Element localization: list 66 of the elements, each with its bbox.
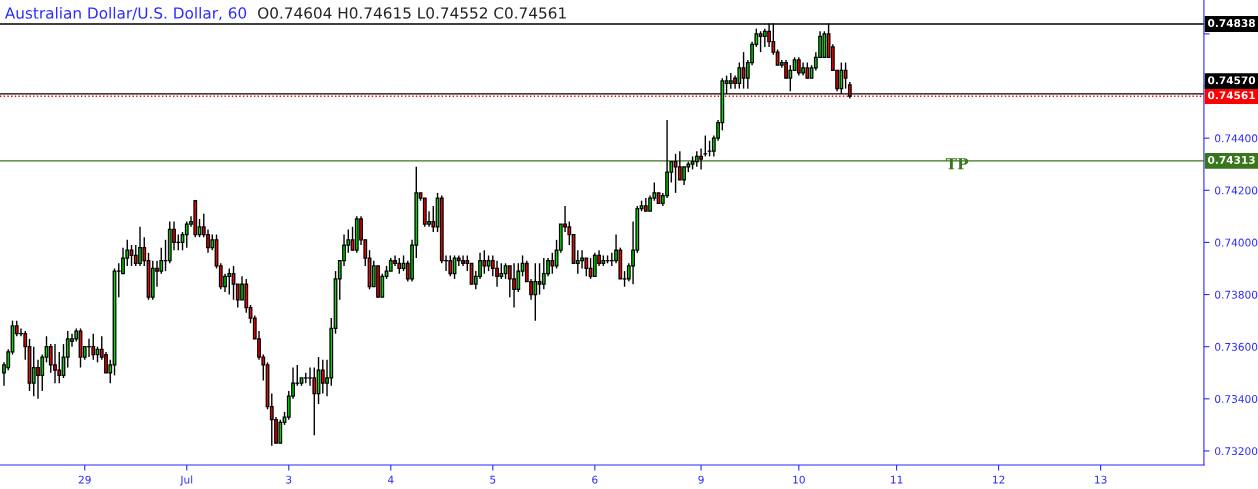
candlestick [682,166,686,186]
y-tick-label: 0.74000 [1215,238,1258,247]
ref-line-label: 0.74313 [1208,155,1255,164]
candlestick [312,366,317,437]
x-tick-label: 3 [286,475,292,484]
x-tick-label: 12 [993,475,1005,484]
candlestick [91,332,96,361]
candlestick [550,252,555,275]
candlestick [184,220,189,249]
candlestick [104,351,108,374]
x-tick-label: 6 [592,475,598,484]
candlestick [533,262,538,322]
candlestick [541,257,546,291]
x-tick-label: 13 [1095,475,1107,484]
y-tick-label: 0.73600 [1215,342,1258,351]
candlestick [592,252,597,278]
y-tick-label: 0.73800 [1215,290,1258,299]
candlestick [580,249,584,270]
y-tick-label: 0.73200 [1215,447,1258,456]
candlestick [121,246,125,275]
chart-subtitle: O0.74604 H0.74615 L0.74552 C0.74561 [258,7,566,19]
ref-line-label: 0.74570 [1208,76,1256,85]
candlestick [53,343,57,384]
candlestick [609,252,614,267]
candlestick [448,254,453,278]
candlestick [677,150,682,181]
y-tick-label: 0.74200 [1215,186,1258,195]
candlestick [482,249,487,275]
candlestick [36,359,40,400]
candlestick [206,228,210,254]
ref-line-label: 0.74561 [1208,91,1255,100]
candlestick [133,244,138,267]
candlestick [694,150,699,168]
x-tick-label: 4 [387,475,394,484]
x-tick-label: 9 [698,475,704,484]
x-tick-label: 10 [793,475,805,484]
annotation: TP [945,158,969,170]
candlestick [758,30,763,53]
candlestick [87,338,91,358]
x-tick-label: Jul [179,475,193,486]
x-tick-label: 5 [490,475,496,484]
candlestick [227,267,232,296]
candlestick [512,262,516,309]
y-tick-label: 0.74400 [1215,134,1258,143]
candlestick [741,51,746,90]
candlestick [31,345,36,397]
ref-line-label: 0.74838 [1208,19,1255,28]
y-tick-label: 0.73400 [1215,395,1258,403]
candlestick [537,262,542,296]
x-tick-label: 11 [891,475,903,484]
candlestick [822,30,827,59]
candlestick [320,359,325,395]
candlestick [138,226,142,267]
chart-title: Australian Dollar/U.S. Dollar, 60 [4,6,247,21]
candlestick [796,56,801,77]
candlestick [469,262,474,285]
candlestick [699,147,703,171]
candlestick [278,418,283,444]
candlestick [737,61,742,90]
candlestick [762,27,767,48]
x-tick-label: 29 [78,475,91,484]
candlestick [495,259,499,288]
candlestick [461,254,465,267]
candlestick [728,72,733,90]
candlestick [784,59,788,79]
candlestick [843,61,848,90]
